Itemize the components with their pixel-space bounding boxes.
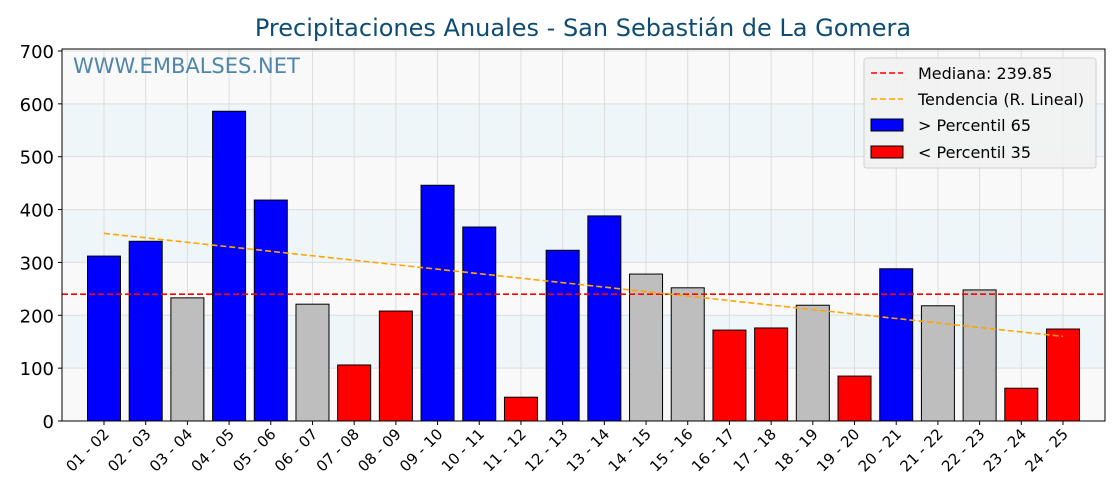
x-tick-label: 07 - 08 [313, 425, 363, 475]
bar-04-05 [212, 110, 247, 422]
bar-13-14 [587, 215, 622, 422]
x-tick-label: 17 - 18 [730, 425, 780, 475]
y-tick-label: 700 [20, 42, 54, 63]
bar-19-20 [837, 375, 872, 422]
bar-16-17 [712, 329, 747, 422]
x-tick-label: 01 - 02 [63, 425, 113, 475]
x-tick-label: 22 - 23 [938, 425, 988, 475]
y-tick-label: 0 [43, 412, 54, 433]
legend-label: Tendencia (R. Lineal) [917, 90, 1084, 109]
bar-22-23 [962, 289, 997, 422]
x-tick-label: 08 - 09 [354, 425, 404, 475]
x-tick-label: 16 - 17 [688, 425, 738, 475]
watermark: WWW.EMBALSES.NET [73, 54, 300, 78]
bar-23-24 [1004, 387, 1039, 422]
x-tick-label: 10 - 11 [438, 425, 488, 475]
legend-label: < Percentil 35 [918, 143, 1031, 162]
y-tick-label: 400 [20, 201, 54, 222]
y-tick-label: 600 [20, 95, 54, 116]
legend-label: > Percentil 65 [918, 116, 1031, 135]
bar-17-18 [754, 327, 789, 422]
x-tick-label: 04 - 05 [188, 425, 238, 475]
bar-07-08 [337, 364, 372, 422]
legend-low-swatch [870, 145, 904, 159]
x-tick-label: 19 - 20 [813, 425, 863, 475]
bar-09-10 [420, 184, 455, 422]
legend-high-swatch [870, 118, 904, 132]
bar-03-04 [170, 297, 205, 422]
x-tick-label: 09 - 10 [396, 425, 446, 475]
x-tick-label: 13 - 14 [563, 425, 613, 475]
bar-10-11 [462, 226, 497, 422]
bar-01-02 [87, 255, 121, 422]
bar-06-07 [295, 303, 330, 422]
x-tick-label: 03 - 04 [146, 425, 196, 475]
bar-20-21 [879, 268, 914, 422]
x-tick-label: 21 - 22 [896, 425, 946, 475]
x-tick-label: 23 - 24 [980, 425, 1030, 475]
y-tick-label: 300 [20, 253, 54, 274]
x-tick-label: 02 - 03 [104, 425, 154, 475]
y-tick-label: 500 [20, 148, 54, 169]
x-tick-label: 24 - 25 [1022, 425, 1072, 475]
trend-line [103, 232, 1064, 338]
x-tick-label: 06 - 07 [271, 425, 321, 475]
bar-14-15 [629, 273, 664, 422]
bar-05-06 [253, 199, 288, 422]
x-tick-label: 20 - 21 [855, 425, 905, 475]
bar-08-09 [378, 310, 413, 422]
bar-15-16 [670, 287, 705, 422]
bar-12-13 [545, 249, 580, 422]
x-tick-label: 11 - 12 [479, 425, 529, 475]
chart-title: Precipitaciones Anuales - San Sebastián … [255, 14, 911, 42]
x-tick-label: 05 - 06 [229, 425, 279, 475]
y-tick-label: 200 [20, 306, 54, 327]
bar-11-12 [503, 396, 538, 422]
x-tick-label: 15 - 16 [646, 425, 696, 475]
bar-02-03 [128, 240, 163, 422]
bar-24-25 [1046, 328, 1080, 422]
x-tick-label: 18 - 19 [771, 425, 821, 475]
legend-label: Mediana: 239.85 [918, 64, 1052, 83]
legend-box [863, 57, 1097, 169]
plot-frame [61, 48, 1106, 422]
bar-18-19 [795, 304, 830, 422]
x-tick-label: 12 - 13 [521, 425, 571, 475]
x-tick-label: 14 - 15 [605, 425, 655, 475]
y-tick-label: 100 [20, 359, 54, 380]
